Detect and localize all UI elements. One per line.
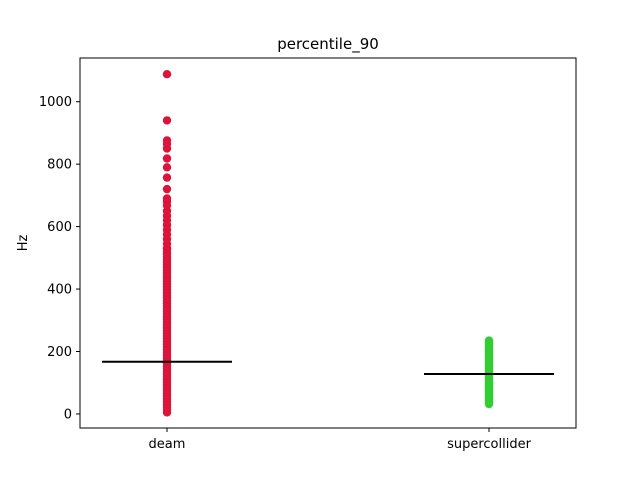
data-point (162, 144, 172, 153)
data-point (162, 116, 172, 125)
chart-marks (102, 70, 554, 417)
y-tick-label: 0 (64, 407, 72, 422)
y-tick-label: 600 (47, 220, 72, 235)
data-point (162, 70, 172, 79)
y-tick-label: 800 (47, 158, 72, 173)
data-point (162, 173, 172, 182)
y-tick-label: 400 (47, 283, 72, 298)
data-point (484, 336, 494, 345)
x-tick-label: deam (149, 437, 186, 452)
data-point (162, 244, 172, 253)
plot-frame (79, 57, 577, 429)
data-point (162, 154, 172, 163)
chart-axes: 0 200 400 600 800 1000 deam supercollider (39, 95, 532, 452)
chart-title: percentile_90 (277, 35, 379, 54)
data-point (162, 184, 172, 194)
y-tick-label: 1000 (39, 95, 72, 110)
y-axis-label: Hz (16, 235, 31, 252)
data-point (162, 163, 172, 172)
y-tick-label: 200 (47, 345, 72, 360)
x-tick-label: supercollider (447, 437, 532, 452)
